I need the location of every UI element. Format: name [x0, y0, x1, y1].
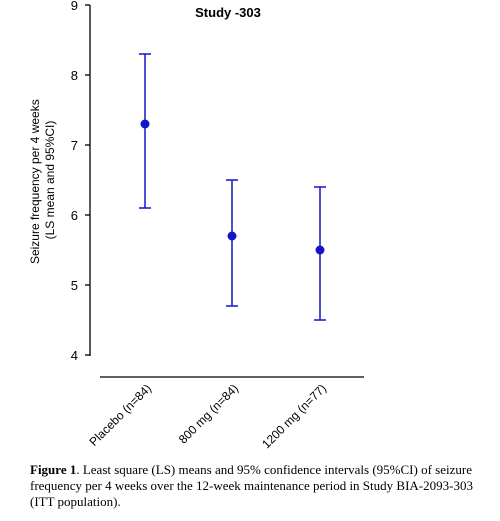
y-tick-label: 4	[71, 348, 78, 363]
x-axis-tick-labels: Placebo (n=84) 800 mg (n=84) 1200 mg (n=77…	[86, 381, 329, 451]
y-tick-label: 6	[71, 208, 78, 223]
y-tick-label: 9	[71, 0, 78, 13]
data-point	[140, 119, 150, 129]
y-axis-label-line1: Seizure frequency per 4 weeks	[28, 99, 42, 264]
x-tick-label: Placebo (n=84)	[86, 381, 154, 449]
figure-caption: Figure 1. Least square (LS) means and 95…	[30, 462, 492, 510]
y-axis-label-line2: (LS mean and 95%CI)	[43, 121, 57, 240]
y-axis-ticks: 4 5 6 7 8 9	[71, 0, 90, 363]
chart: Study -303 4 5 6 7 8 9 Placebo (n=84) 800 mg (…	[28, 0, 364, 451]
data-point	[227, 231, 237, 241]
y-tick-label: 8	[71, 68, 78, 83]
y-tick-label: 5	[71, 278, 78, 293]
caption-label: Figure 1	[30, 462, 77, 477]
y-axis-label: Seizure frequency per 4 weeks (LS mean a…	[28, 96, 57, 264]
data-marks	[139, 53, 326, 321]
data-point	[315, 245, 325, 255]
x-tick-label: 800 mg (n=84)	[176, 381, 241, 446]
chart-title: Study -303	[195, 5, 261, 20]
caption-text: . Least square (LS) means and 95% confid…	[30, 462, 473, 509]
x-tick-label: 1200 mg (n=77)	[259, 381, 329, 451]
y-tick-label: 7	[71, 138, 78, 153]
